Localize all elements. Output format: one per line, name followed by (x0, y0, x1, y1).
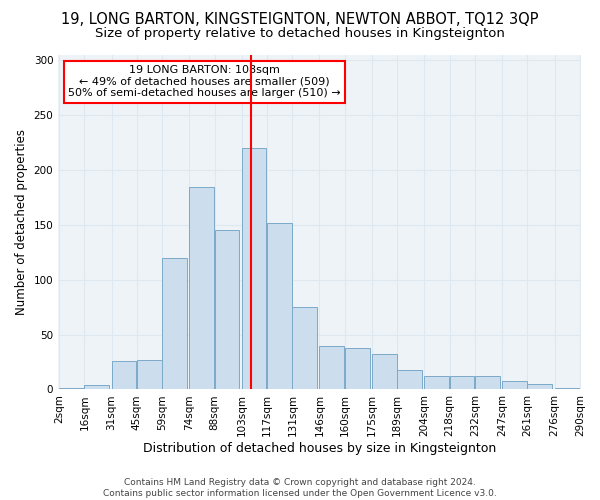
Bar (475, 376, 500, 390)
Text: 19 LONG BARTON: 108sqm
← 49% of detached houses are smaller (509)
50% of semi-de: 19 LONG BARTON: 108sqm ← 49% of detached… (68, 65, 341, 98)
Bar (112, 361, 136, 390)
Bar (424, 376, 449, 390)
Bar (554, 388, 580, 390)
Bar (162, 258, 187, 390)
Bar (215, 230, 239, 390)
Bar (137, 360, 161, 390)
Bar (527, 384, 552, 390)
X-axis label: Distribution of detached houses by size in Kingsteignton: Distribution of detached houses by size … (143, 442, 496, 455)
Text: Contains HM Land Registry data © Crown copyright and database right 2024.
Contai: Contains HM Land Registry data © Crown c… (103, 478, 497, 498)
Bar (267, 223, 292, 390)
Text: Size of property relative to detached houses in Kingsteignton: Size of property relative to detached ho… (95, 28, 505, 40)
Bar (189, 186, 214, 390)
Bar (502, 380, 527, 390)
Bar (59, 388, 84, 390)
Bar (372, 354, 397, 390)
Bar (319, 346, 344, 390)
Bar (449, 376, 475, 390)
Y-axis label: Number of detached properties: Number of detached properties (15, 129, 28, 315)
Bar (85, 385, 109, 390)
Bar (292, 307, 317, 390)
Bar (397, 370, 422, 390)
Bar (242, 148, 266, 390)
Text: 19, LONG BARTON, KINGSTEIGNTON, NEWTON ABBOT, TQ12 3QP: 19, LONG BARTON, KINGSTEIGNTON, NEWTON A… (61, 12, 539, 28)
Bar (345, 348, 370, 390)
